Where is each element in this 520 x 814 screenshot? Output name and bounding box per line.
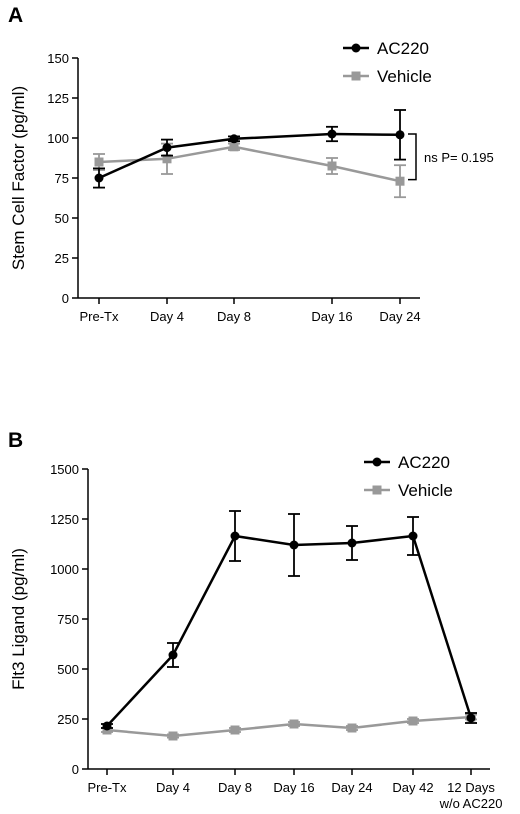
legend-item-vehicle: Vehicle bbox=[364, 481, 453, 500]
panel-a-annotation: ns P= 0.195 bbox=[408, 133, 494, 181]
x-tick-label: Day 24 bbox=[331, 780, 372, 795]
legend-item-vehicle: Vehicle bbox=[343, 67, 432, 86]
data-point bbox=[395, 176, 405, 186]
panel-b-label: B bbox=[8, 429, 23, 452]
significance-label: ns P= 0.195 bbox=[424, 150, 494, 165]
legend-label: AC220 bbox=[377, 39, 429, 58]
panel-b-series bbox=[101, 510, 477, 741]
data-point bbox=[94, 157, 104, 167]
y-tick-label: 1500 bbox=[50, 462, 79, 477]
data-point bbox=[102, 721, 112, 731]
data-point bbox=[94, 173, 104, 183]
x-tick-label: Day 16 bbox=[311, 309, 352, 324]
x-tick-label: Day 4 bbox=[156, 780, 190, 795]
legend-marker bbox=[372, 485, 382, 495]
data-point bbox=[230, 531, 240, 541]
panel-b-series-ac220 bbox=[101, 510, 477, 731]
y-tick-label: 75 bbox=[55, 171, 69, 186]
x-tick-label: Day 4 bbox=[150, 309, 184, 324]
panel-b-legend: AC220 Vehicle bbox=[364, 453, 453, 500]
data-point bbox=[347, 723, 357, 733]
x-tick-label: Day 8 bbox=[218, 780, 252, 795]
y-tick-label: 50 bbox=[55, 211, 69, 226]
data-point bbox=[289, 719, 299, 729]
legend-marker bbox=[351, 71, 361, 81]
panel-a-x-ticks: Pre-Tx Day 4 Day 8 Day 16 Day 24 bbox=[80, 298, 421, 324]
significance-bracket bbox=[408, 133, 417, 181]
data-point bbox=[289, 540, 299, 550]
y-tick-label: 1250 bbox=[50, 512, 79, 527]
x-tick-label: Day 8 bbox=[217, 309, 251, 324]
y-tick-label: 0 bbox=[72, 762, 79, 777]
x-tick-label: Pre-Tx bbox=[88, 780, 128, 795]
y-tick-label: 0 bbox=[62, 291, 69, 306]
series-line bbox=[106, 534, 473, 727]
data-point bbox=[168, 650, 178, 660]
y-tick-label: 150 bbox=[47, 51, 69, 66]
panel-b-y-ticks: 0 250 500 750 1000 1250 1500 bbox=[50, 462, 88, 777]
y-tick-label: 25 bbox=[55, 251, 69, 266]
panel-a-y-axis-title: Stem Cell Factor (pg/ml) bbox=[9, 86, 28, 270]
data-point bbox=[229, 142, 239, 152]
y-tick-label: 125 bbox=[47, 91, 69, 106]
data-point bbox=[327, 161, 337, 171]
data-point bbox=[162, 154, 172, 164]
panel-a-series bbox=[93, 109, 406, 199]
panel-a-legend: AC220 Vehicle bbox=[343, 39, 432, 86]
legend-label: Vehicle bbox=[398, 481, 453, 500]
x-tick-label: Pre-Tx bbox=[80, 309, 120, 324]
data-point bbox=[162, 143, 172, 153]
x-tick-label: Day 16 bbox=[273, 780, 314, 795]
panel-b-series-vehicle bbox=[101, 712, 477, 741]
legend-label: AC220 bbox=[398, 453, 450, 472]
series-line bbox=[98, 145, 401, 183]
legend-label: Vehicle bbox=[377, 67, 432, 86]
data-point bbox=[408, 531, 418, 541]
data-point bbox=[466, 713, 476, 723]
y-tick-label: 100 bbox=[47, 131, 69, 146]
x-tick-label: 12 Days w/o AC220 bbox=[439, 780, 503, 811]
panel-a-series-vehicle bbox=[93, 142, 406, 199]
legend-item-ac220: AC220 bbox=[343, 39, 429, 58]
y-tick-label: 1000 bbox=[50, 562, 79, 577]
panel-b-y-axis-title: Flt3 Ligand (pg/ml) bbox=[9, 548, 28, 690]
panel-a: A Stem Cell Factor (pg/ml) 0 25 50 75 100 125… bbox=[8, 4, 494, 324]
panel-a-label: A bbox=[8, 4, 23, 27]
y-tick-label: 500 bbox=[57, 662, 79, 677]
data-point bbox=[168, 731, 178, 741]
y-tick-label: 250 bbox=[57, 712, 79, 727]
panel-a-series-ac220 bbox=[93, 109, 406, 189]
x-tick-label: Day 24 bbox=[379, 309, 420, 324]
data-point bbox=[230, 725, 240, 735]
data-point bbox=[395, 130, 405, 140]
data-point bbox=[229, 134, 239, 144]
legend-marker bbox=[351, 43, 361, 53]
panel-a-y-ticks: 0 25 50 75 100 125 150 bbox=[47, 51, 78, 306]
data-point bbox=[408, 716, 418, 726]
panel-b: B Flt3 Ligand (pg/ml) 0 250 500 750 1000 1250… bbox=[8, 429, 502, 811]
legend-item-ac220: AC220 bbox=[364, 453, 450, 472]
x-tick-label: Day 42 bbox=[392, 780, 433, 795]
legend-marker bbox=[372, 457, 382, 467]
data-point bbox=[347, 538, 357, 548]
y-tick-label: 750 bbox=[57, 612, 79, 627]
panel-b-x-ticks: Pre-Tx Day 4 Day 8 Day 16 Day 24 Day 42 12 Day… bbox=[88, 769, 503, 811]
data-point bbox=[327, 129, 337, 139]
